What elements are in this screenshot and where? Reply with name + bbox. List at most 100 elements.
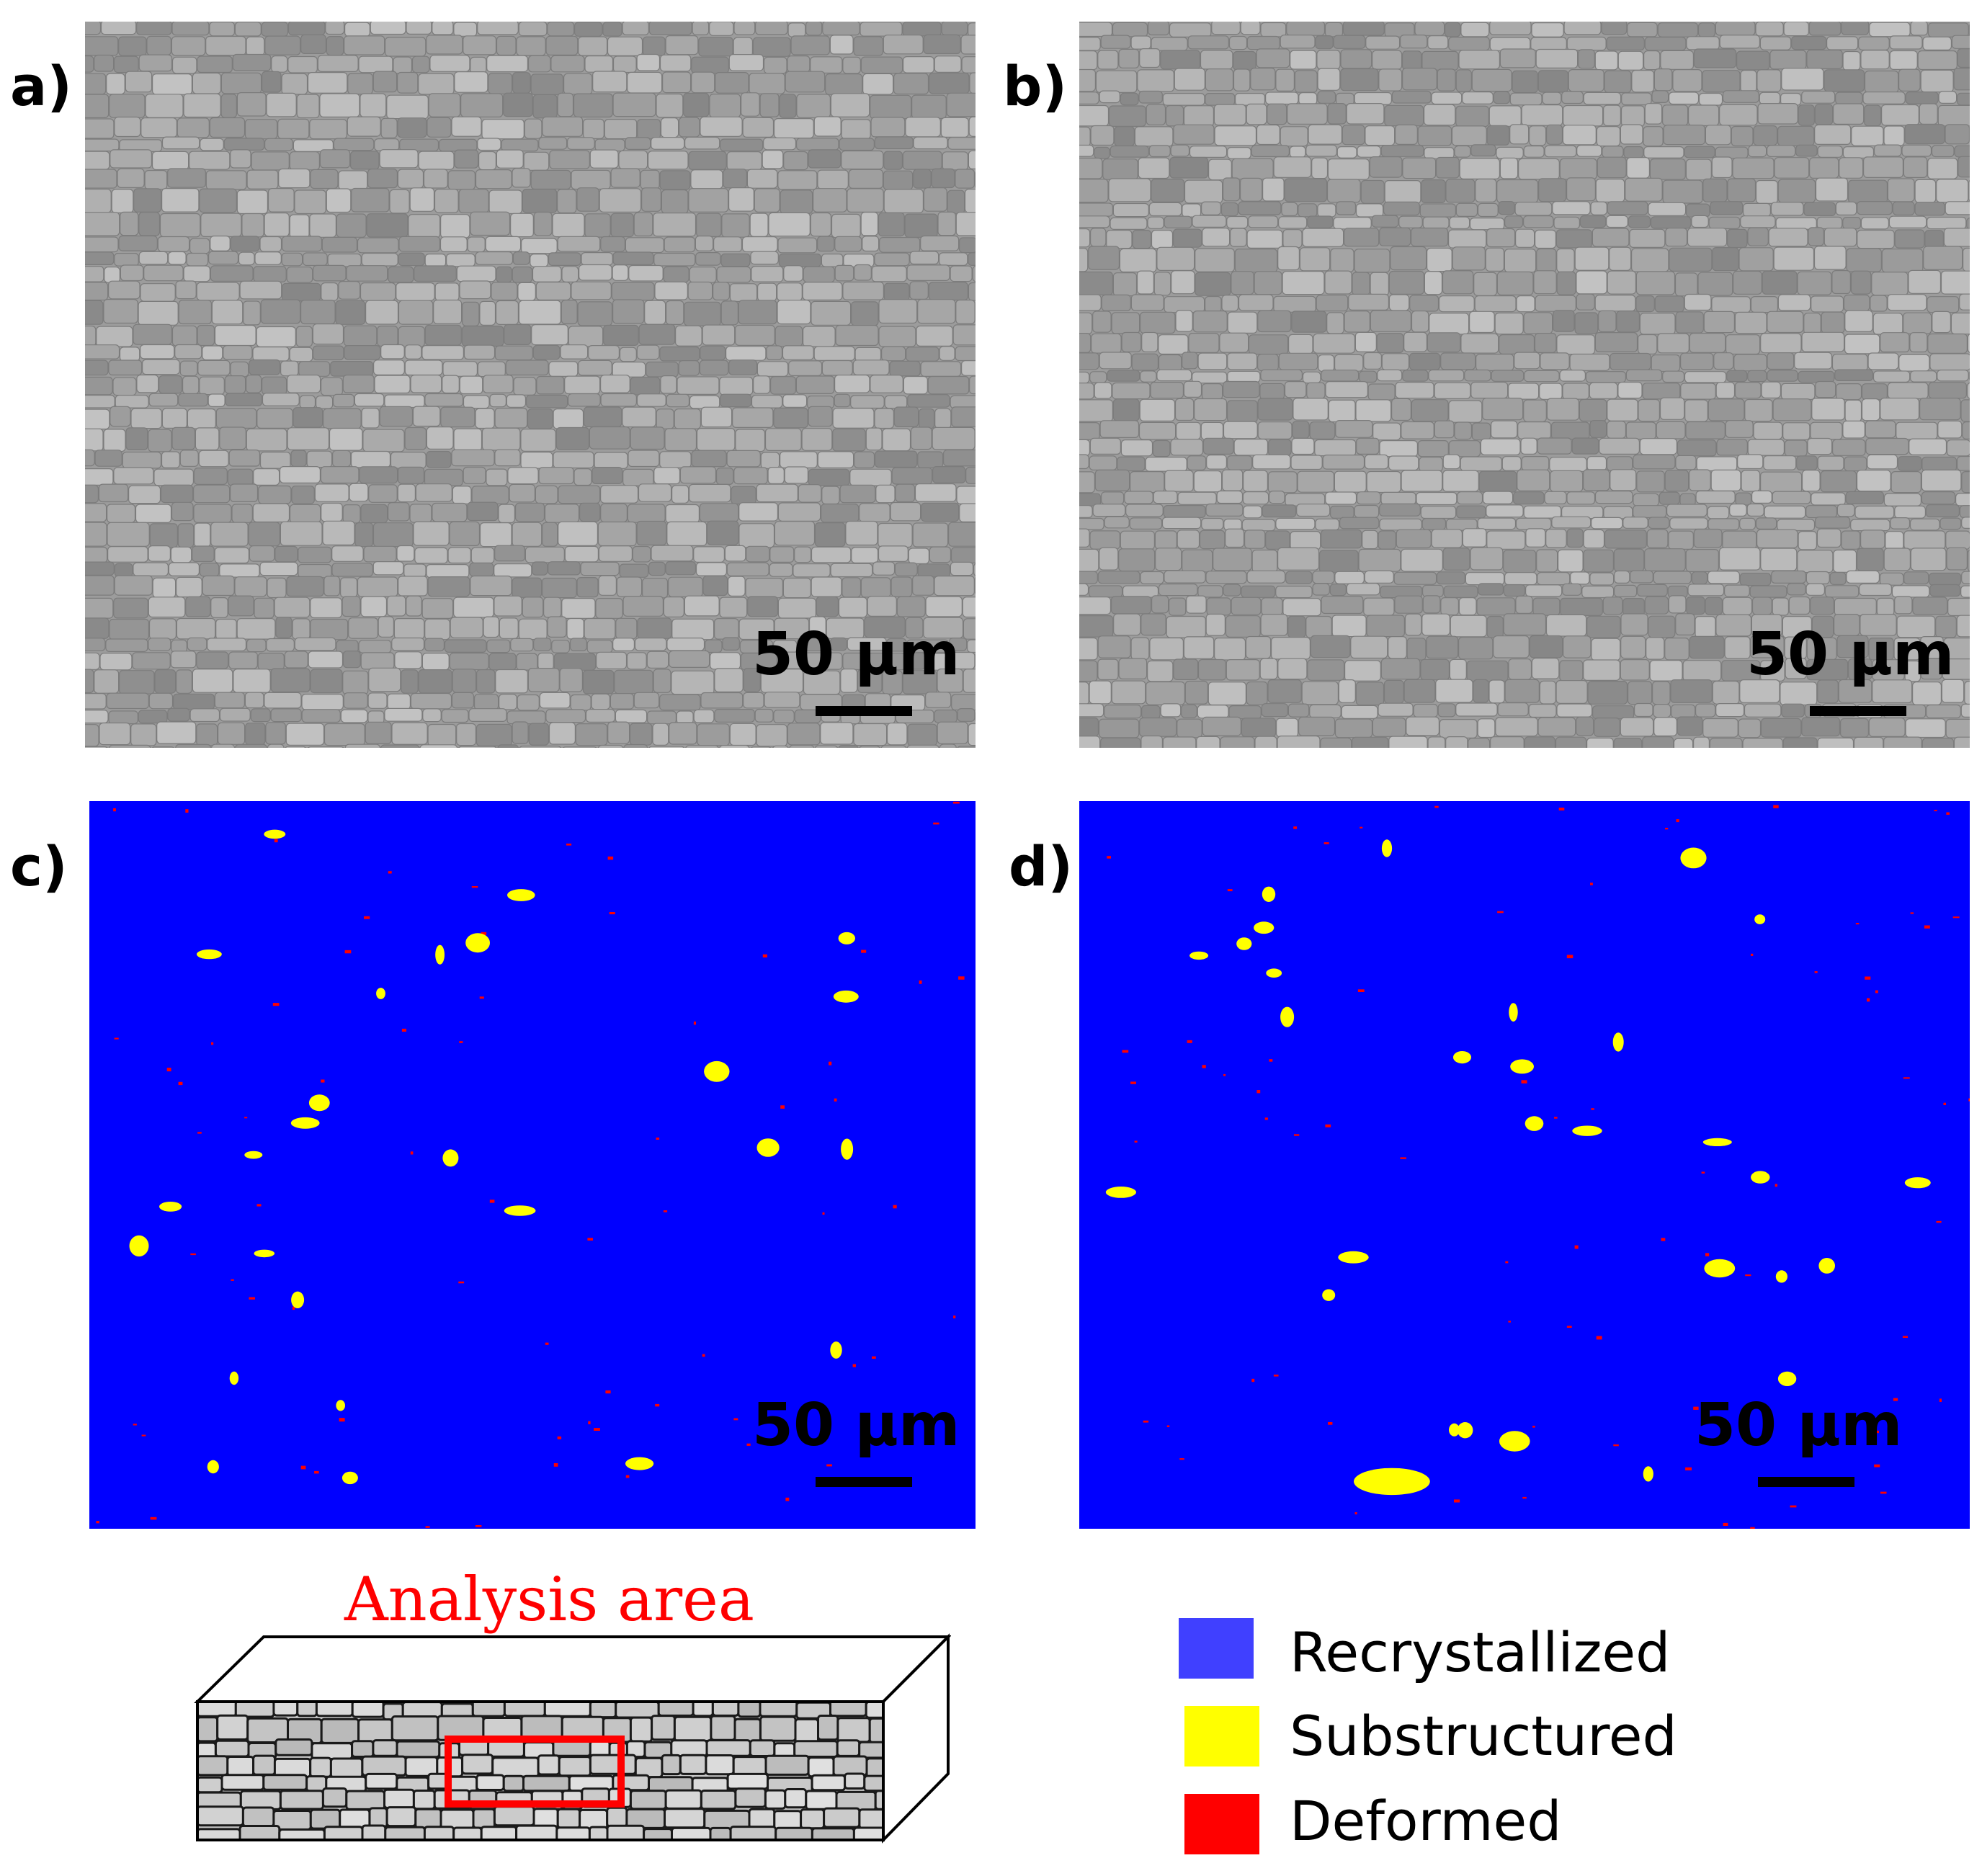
substructured-grain (504, 1205, 536, 1216)
substructured-grain (1525, 1116, 1544, 1131)
deformed-grain (872, 1356, 876, 1359)
substructured-grain (229, 1371, 239, 1385)
deformed-grain (1269, 1059, 1273, 1062)
substructured-grain (1751, 1171, 1770, 1184)
deformed-grain (893, 1205, 897, 1209)
deformed-grain (1968, 1098, 1970, 1102)
deformed-grain (1952, 916, 1960, 919)
deformed-grain (96, 1521, 99, 1524)
deformed-grain (344, 950, 352, 954)
deformed-grain (1874, 1464, 1880, 1468)
deformed-grain (1143, 1420, 1149, 1423)
substructured-grain (704, 1060, 730, 1082)
panel-label-d: d) (1009, 834, 1073, 898)
deformed-grain (566, 843, 572, 846)
deformed-grain (1751, 953, 1754, 956)
substructured-grain (507, 889, 535, 901)
deformed-grain (1773, 805, 1779, 808)
substructured-grain (244, 1151, 263, 1159)
deformed-grain (211, 1042, 214, 1045)
deformed-grain (274, 839, 278, 843)
deformed-grain (1685, 1467, 1692, 1470)
substructured-grain (376, 988, 385, 999)
substructured-grain (1322, 1289, 1336, 1301)
substructured-grain (442, 1149, 459, 1167)
deformed-grain (702, 1354, 705, 1357)
substructured-grain (1338, 1251, 1369, 1264)
deformed-grain (410, 1151, 414, 1155)
deformed-grain (834, 1098, 837, 1102)
deformed-grain (958, 976, 965, 980)
substructured-grain (833, 990, 859, 1003)
recrystallization-map-panel-c (89, 801, 976, 1529)
recrystallized-region (1079, 801, 1970, 1529)
deformed-grain (339, 1418, 345, 1422)
deformed-grain (1590, 883, 1593, 885)
deformed-grain (475, 1525, 482, 1527)
deformed-grain (1893, 1398, 1898, 1401)
deformed-grain (545, 1342, 549, 1345)
substructured-grain (290, 1117, 320, 1129)
deformed-grain (733, 1418, 738, 1421)
deformed-grain (1328, 1422, 1333, 1425)
deformed-grain (489, 1200, 495, 1203)
substructured-grain (1680, 847, 1707, 869)
substructured-grain (1262, 886, 1276, 902)
substructured-grain (291, 1291, 305, 1308)
deformed-grain (1357, 989, 1365, 992)
deformed-grain (1693, 1406, 1699, 1410)
deformed-grain (1323, 842, 1329, 844)
substructured-grain (756, 1138, 780, 1157)
deformed-grain (479, 996, 484, 999)
deformed-grain (150, 1517, 157, 1520)
deformed-grain (321, 1079, 325, 1083)
deformed-grain (364, 916, 370, 919)
deformed-grain (1434, 805, 1439, 808)
deformed-grain (1293, 826, 1298, 829)
deformed-grain (1574, 1245, 1579, 1249)
scale-bar-label-a: 50 µm (752, 620, 960, 689)
deformed-grain (314, 1470, 319, 1474)
deformed-grain (625, 1475, 630, 1478)
scale-bar-b (1810, 706, 1906, 716)
grain-map-panel-b (1079, 22, 1970, 748)
panel-label-c: c) (10, 834, 68, 898)
deformed-grain (425, 1526, 430, 1528)
grain-texture (85, 22, 976, 748)
substructured-grain (1612, 1032, 1624, 1052)
deformed-grain (388, 871, 392, 874)
deformed-grain (1865, 976, 1871, 980)
deformed-grain (1264, 1117, 1268, 1120)
deformed-grain (185, 809, 189, 813)
substructured-grain (435, 944, 445, 965)
deformed-grain (1875, 990, 1878, 993)
grain-map-panel-a (85, 22, 976, 748)
substructured-grain (342, 1471, 358, 1485)
recrystallization-map-image-c (89, 801, 976, 1529)
substructured-grain (197, 949, 222, 960)
substructured-grain (1572, 1125, 1602, 1136)
substructured-grain (1775, 1270, 1787, 1283)
substructured-grain (207, 1460, 219, 1474)
deformed-grain (762, 954, 767, 957)
specimen-grain-structure (197, 1702, 883, 1840)
deformed-grain (1532, 1426, 1535, 1428)
deformed-grain (1910, 912, 1914, 914)
deformed-grain (1613, 1444, 1619, 1447)
deformed-grain (655, 1403, 660, 1407)
deformed-grain (1701, 1171, 1705, 1174)
deformed-grain (1354, 1512, 1357, 1515)
substructured-grain (1643, 1466, 1653, 1482)
deformed-grain (780, 1105, 785, 1109)
substructured-grain (1254, 921, 1275, 934)
legend-swatch-substructured (1184, 1706, 1259, 1766)
substructured-grain (1457, 1422, 1473, 1439)
substructured-grain (1354, 1468, 1430, 1496)
deformed-grain (272, 1003, 280, 1006)
deformed-grain (1742, 1425, 1748, 1429)
specimen-front-outline (196, 1700, 885, 1841)
substructured-grain (264, 829, 286, 839)
deformed-grain (292, 1306, 295, 1310)
substructured-grain (1105, 1187, 1136, 1198)
substructured-grain (1510, 1059, 1534, 1074)
